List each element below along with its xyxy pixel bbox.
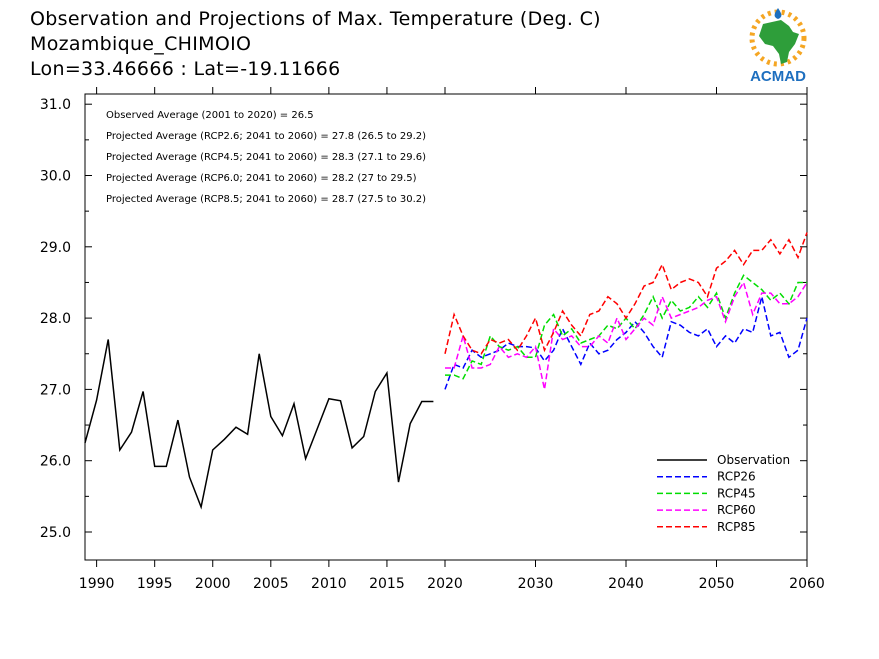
africa-icon	[759, 20, 799, 64]
legend-label: RCP45	[717, 486, 756, 500]
series-line-rcp60	[445, 280, 808, 390]
legend-label: RCP85	[717, 520, 756, 534]
legend: Observation RCP26 RCP45 RCP60 RCP85	[657, 453, 790, 534]
x-tick-label: 1990	[79, 576, 115, 592]
annotation-line: Projected Average (RCP2.6; 2041 to 2060)…	[106, 131, 426, 142]
water-drop-icon	[774, 8, 782, 19]
annotation-line: Projected Average (RCP8.5; 2041 to 2060)…	[106, 194, 426, 205]
chart-title: Observation and Projections of Max. Temp…	[30, 8, 601, 30]
plot-frame	[84, 93, 808, 561]
location-name: Mozambique_CHIMOIO	[30, 33, 252, 55]
x-tick-label: 2060	[789, 576, 825, 592]
x-axis: 1990 1995 2000 2005 2010 2015 2020 2030 2040 2050…	[79, 87, 825, 592]
y-tick-label: 29.0	[40, 240, 71, 256]
y-axis: 25.0 26.0 27.0 28.0 29.0 30.0 31.0	[40, 97, 807, 541]
x-tick-label: 2030	[518, 576, 554, 592]
y-tick-label: 25.0	[40, 525, 71, 541]
x-tick-label: 2015	[369, 576, 405, 592]
series-line-observation	[84, 339, 434, 510]
y-tick-label: 30.0	[40, 169, 71, 185]
annotation-line: Projected Average (RCP6.0; 2041 to 2060)…	[106, 173, 417, 184]
x-tick-label: 2040	[608, 576, 644, 592]
x-tick-label: 2000	[195, 576, 231, 592]
series-lines	[84, 232, 808, 510]
series-line-rcp26	[444, 296, 808, 390]
y-tick-label: 28.0	[40, 311, 71, 327]
logo-text: ACMAD	[750, 68, 806, 84]
legend-label: Observation	[717, 453, 790, 467]
series-line-rcp85	[444, 232, 808, 355]
x-tick-label: 2020	[427, 576, 463, 592]
y-tick-label: 27.0	[40, 382, 71, 398]
y-tick-label: 26.0	[40, 454, 71, 470]
annotation-line: Projected Average (RCP4.5; 2041 to 2060)…	[106, 152, 426, 163]
x-tick-label: 2050	[699, 576, 735, 592]
annotation-line: Observed Average (2001 to 2020) = 26.5	[106, 110, 314, 121]
x-tick-label: 2010	[311, 576, 347, 592]
annotations: Observed Average (2001 to 2020) = 26.5 Pr…	[106, 110, 426, 205]
legend-label: RCP26	[717, 470, 756, 484]
series-line-rcp45	[445, 274, 807, 380]
x-tick-label: 2005	[253, 576, 289, 592]
acmad-logo: ACMAD	[749, 8, 807, 84]
coordinates: Lon=33.46666 : Lat=-19.11666	[30, 58, 341, 80]
y-tick-label: 31.0	[40, 97, 71, 113]
legend-label: RCP60	[717, 503, 756, 517]
x-tick-label: 1995	[137, 576, 173, 592]
